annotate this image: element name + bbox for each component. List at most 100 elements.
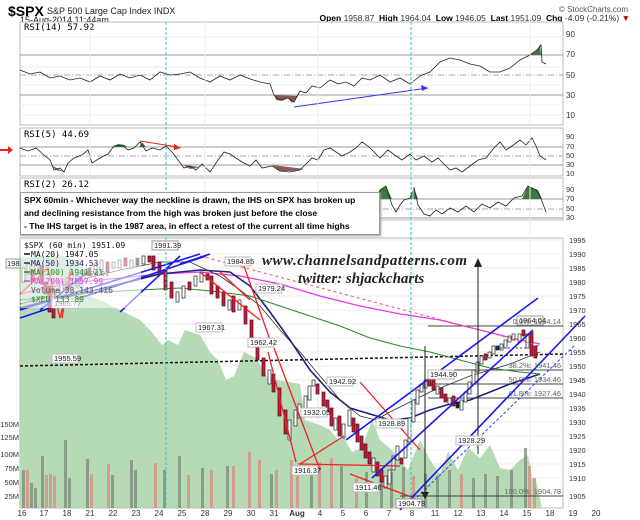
open-label: Open (319, 13, 342, 23)
svg-text:90: 90 (566, 132, 574, 141)
svg-text:1910: 1910 (569, 474, 586, 483)
label-1911: 1911.46 (355, 483, 382, 492)
timestamp: 15-Aug-2014 11:44am (20, 15, 109, 25)
svg-text:75M: 75M (4, 464, 19, 473)
label-1979a: 1979.24 (258, 284, 285, 293)
label-1932: 1932.05 (303, 408, 330, 417)
svg-text:6: 6 (364, 509, 369, 518)
svg-text:90: 90 (566, 30, 575, 39)
svg-text:14: 14 (500, 509, 509, 518)
svg-text:4: 4 (318, 509, 323, 518)
svg-text:1990: 1990 (569, 250, 586, 259)
price-axis: 1995 1990 1985 1980 1975 1970 1965 1960 1955… (569, 236, 586, 501)
low-label: Low (435, 13, 453, 23)
rsi14-panel: 90 70 50 30 10 (19, 21, 575, 126)
svg-text:1915: 1915 (569, 460, 586, 469)
ohlc-summary: Open 1958.87 High 1964.04 Low 1946.05 La… (319, 13, 630, 23)
svg-text:22: 22 (109, 509, 118, 518)
chg-label: Chg (545, 13, 563, 23)
svg-text:16: 16 (18, 509, 27, 518)
legend-ma200: MA(200) 1957.99 (31, 277, 103, 286)
svg-text:Aug: Aug (289, 509, 305, 518)
symbol-name: S&P 500 Large Cap Index INDX (47, 6, 176, 16)
fib-0: 0.0%: 1964.14 (513, 317, 561, 326)
volume-axis: 150M 125M 100M 75M 50M 25M (0, 420, 19, 501)
svg-text:100M: 100M (0, 450, 19, 459)
watermark-site: www.channelsandpatterns.com (262, 253, 468, 269)
svg-text:50: 50 (566, 71, 575, 80)
label-1984: 1984.85 (227, 257, 254, 266)
svg-text:15: 15 (523, 509, 532, 518)
svg-text:30: 30 (566, 213, 574, 222)
fib-100: 100.0%: 1904.78 (504, 487, 561, 496)
svg-text:1995: 1995 (569, 236, 586, 245)
legend-ma100: MA(100) 1941.21 (31, 268, 103, 277)
svg-text:1905: 1905 (569, 492, 586, 501)
svg-text:1960: 1960 (569, 334, 586, 343)
svg-text:1955: 1955 (569, 348, 586, 357)
label-1904: 1904.78 (398, 499, 425, 508)
svg-text:10: 10 (566, 111, 575, 120)
svg-text:30: 30 (566, 160, 574, 169)
label-1944: 1944.90 (430, 370, 457, 379)
svg-text:1985: 1985 (569, 264, 586, 273)
svg-text:1975: 1975 (569, 292, 586, 301)
legend: $SPX (60 min) 1951.09 MA(20) 1947.05 MA(… (21, 240, 141, 308)
svg-text:1965: 1965 (569, 320, 586, 329)
svg-text:1980: 1980 (569, 278, 586, 287)
svg-text:70: 70 (566, 194, 574, 203)
svg-text:1950: 1950 (569, 362, 586, 371)
label-1942: 1942.92 (329, 377, 356, 386)
svg-text:90: 90 (566, 185, 574, 194)
svg-text:1945: 1945 (569, 376, 586, 385)
svg-text:1930: 1930 (569, 418, 586, 427)
label-1962: 1962.42 (250, 338, 277, 347)
svg-text:20: 20 (592, 509, 601, 518)
label-1928b: 1928.29 (458, 436, 485, 445)
svg-text:150M: 150M (0, 420, 19, 429)
svg-text:8: 8 (410, 509, 415, 518)
chg-value: -4.09 (-0.21%) (564, 13, 620, 23)
fib-50: 50.0%: 1934.46 (508, 375, 561, 384)
label-1928a: 1928.89 (378, 419, 405, 428)
high-value: 1964.04 (400, 13, 432, 23)
svg-text:1940: 1940 (569, 390, 586, 399)
legend-xeu: $XEU 133.89 (31, 295, 84, 304)
svg-text:70: 70 (566, 50, 575, 59)
svg-text:25M: 25M (4, 492, 19, 501)
svg-text:18: 18 (63, 509, 72, 518)
fib-618: 61.8%: 1927.46 (508, 389, 561, 398)
legend-volume: Volume 38,143,416 (31, 286, 113, 295)
annotation-line-3: - The IHS target is in the 1987 area, in… (24, 221, 350, 231)
svg-text:30: 30 (566, 91, 575, 100)
svg-text:13: 13 (477, 509, 486, 518)
high-label: High (379, 13, 398, 23)
rsi5-marker-arrow-icon (0, 146, 13, 154)
svg-text:50: 50 (566, 151, 574, 160)
price-panel (19, 22, 586, 511)
low-value: 1946.05 (455, 13, 486, 23)
svg-text:50M: 50M (4, 478, 19, 487)
svg-text:28: 28 (201, 509, 210, 518)
svg-text:31: 31 (270, 509, 279, 518)
watermark-twitter: twitter: shjackcharts (298, 271, 425, 287)
svg-text:70: 70 (566, 142, 574, 151)
rsi5-label: RSI(5) 44.69 (24, 130, 89, 140)
label-1964: 1964.04 (519, 316, 546, 325)
rsi14-label: RSI(14) 57.92 (24, 23, 94, 33)
label-1955: 1955.59 (54, 354, 81, 363)
label-1991: 1991.39 (154, 241, 181, 250)
svg-text:11: 11 (431, 509, 440, 518)
annotation-line-2: and declining resistance from the high w… (24, 208, 318, 218)
svg-text:29: 29 (224, 509, 233, 518)
fib-labels: 0.0%: 1964.14 38.2%: 1941.46 50.0%: 1934… (504, 317, 561, 496)
svg-text:125M: 125M (0, 433, 19, 442)
svg-text:30: 30 (247, 509, 256, 518)
label-left-198: 198 (7, 259, 20, 268)
annotation-box: SPX 60min - Whichever way the neckline i… (20, 192, 380, 235)
svg-text:19: 19 (569, 509, 578, 518)
label-1916: 1916.37 (294, 466, 321, 475)
svg-text:50: 50 (566, 204, 574, 213)
